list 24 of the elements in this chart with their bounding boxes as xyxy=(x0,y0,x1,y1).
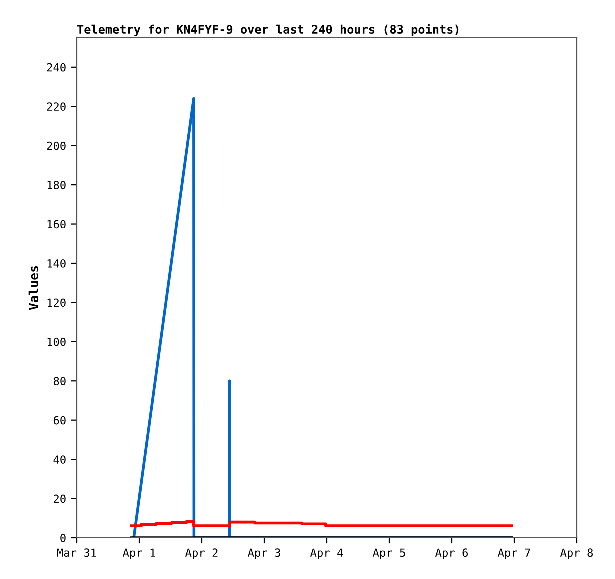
x-tick-label: Mar 31 xyxy=(57,548,96,558)
x-tick-label: Apr 6 xyxy=(435,548,468,560)
x-tick-label: Apr 4 xyxy=(310,548,344,560)
x-tick-label: Apr 2 xyxy=(185,548,218,560)
y-tick-label: 140 xyxy=(48,259,66,268)
y-tick-label: 160 xyxy=(48,220,66,229)
y-tick-label: 20 xyxy=(54,494,66,504)
y-tick-label: 40 xyxy=(54,456,66,464)
y-tick-label: 0 xyxy=(60,534,66,542)
y-axis-title: Values xyxy=(28,266,39,310)
x-tick-label: Apr 1 xyxy=(122,548,156,560)
y-tick-label: 100 xyxy=(48,338,66,346)
x-tick-label: Apr 7 xyxy=(498,548,530,560)
y-tick-label: 120 xyxy=(48,298,66,308)
chart-title: Telemetry for KN4FYF-9 over last 240 hours (83 points) xyxy=(78,24,459,36)
y-tick-label: 240 xyxy=(47,63,66,72)
x-tick-label: Apr 3 xyxy=(248,548,280,560)
y-tick-label: 220 xyxy=(47,102,66,112)
y-tick-label: 80 xyxy=(54,377,66,386)
y-tick-label: 180 xyxy=(48,181,66,190)
y-tick-label: 200 xyxy=(47,142,66,150)
x-tick-label: Apr 8 xyxy=(560,548,594,560)
y-tick-label: 60 xyxy=(54,416,66,425)
x-tick-label: Apr 5 xyxy=(372,548,406,560)
